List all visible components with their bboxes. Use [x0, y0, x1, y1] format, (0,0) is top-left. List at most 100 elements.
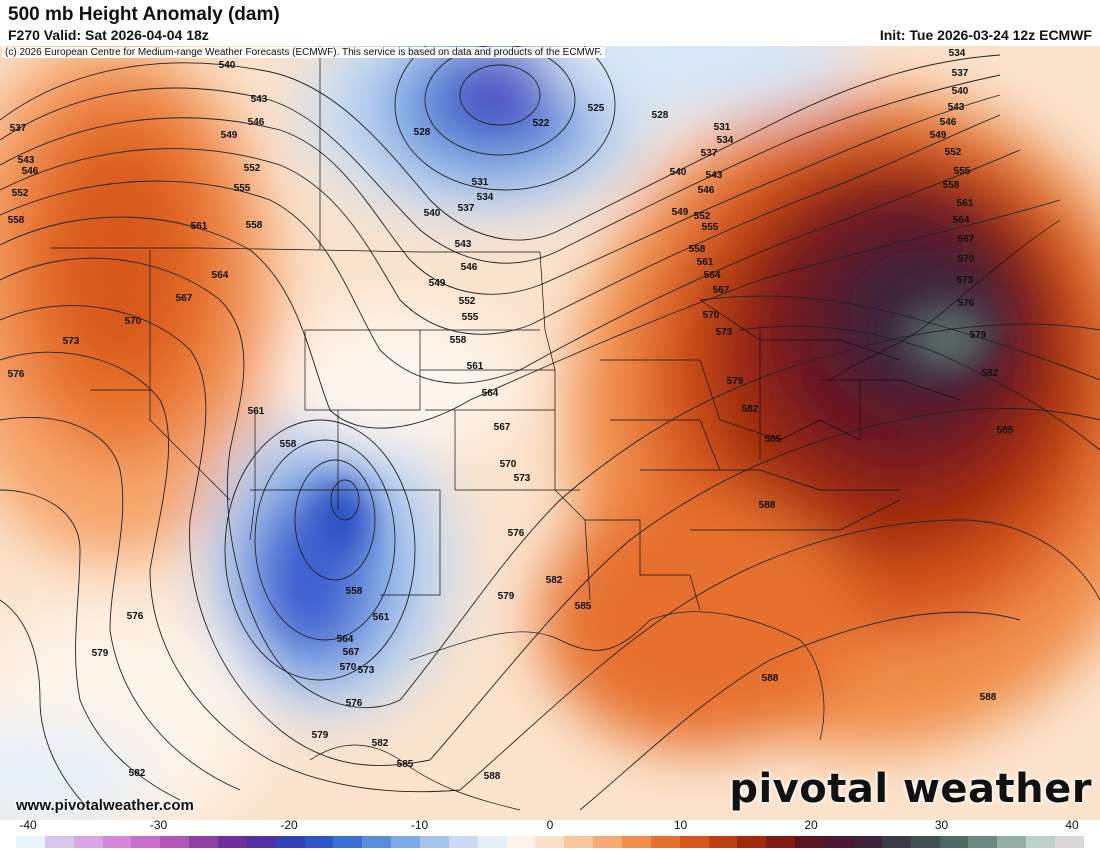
colorbar-swatch: [650, 836, 680, 848]
colorbar-swatch: [333, 836, 363, 848]
contour-label: 528: [414, 127, 431, 138]
colorbar-swatch: [218, 836, 247, 848]
contour-label: 573: [63, 336, 80, 347]
contour-label: 588: [484, 771, 501, 782]
contour-label: 576: [508, 528, 525, 539]
colorbar-swatch: [73, 836, 103, 848]
contour-label: 531: [714, 122, 731, 133]
contour-label: 564: [482, 388, 499, 399]
colorbar-swatch: [362, 836, 392, 848]
colorbar-swatch: [275, 836, 305, 848]
colorbar-swatch: [304, 836, 334, 848]
contour-label: 567: [343, 647, 360, 658]
colorbar-tick-label: -10: [410, 818, 429, 832]
colorbar-swatch: [16, 836, 45, 848]
colorbar-tick-label: 10: [673, 818, 688, 832]
contour-label: 531: [472, 177, 489, 188]
colorbar-swatch: [44, 836, 74, 848]
contour-label: 579: [92, 648, 109, 659]
contour-label: 537: [701, 148, 718, 159]
colorbar-tick-label: 30: [934, 818, 949, 832]
contour-label: 588: [980, 692, 997, 703]
contour-label: 576: [346, 698, 363, 709]
anomaly-shading: [0, 46, 1100, 820]
anomaly-map[interactable]: 5405435465495525555585615645675705735765…: [0, 46, 1100, 820]
contour-label: 564: [953, 215, 970, 226]
colorbar-tick-label: 0: [546, 818, 554, 832]
colorbar-swatch: [535, 836, 565, 848]
colorbar-swatch: [708, 836, 738, 848]
colorbar-swatch: [131, 836, 161, 848]
contour-label: 585: [575, 601, 592, 612]
contour-labels: 5405435465495525555585615645675705735765…: [8, 48, 1014, 782]
colorbar-swatch: [593, 836, 623, 848]
contour-label: 549: [221, 130, 238, 141]
contour-label: 582: [129, 768, 146, 779]
colorbar-swatch: [881, 836, 911, 848]
contour-label: 552: [244, 163, 261, 174]
contour-label: 546: [22, 166, 39, 177]
contour-label: 585: [397, 759, 414, 770]
contour-label: 564: [704, 270, 721, 281]
colorbar-tick-label: -30: [149, 818, 168, 832]
colorbar-swatch: [420, 836, 449, 848]
map-panel[interactable]: 540 543 546 549 552 555 558 561 564 567 570 573 576 5…: [0, 46, 1100, 820]
contour-label: 573: [358, 665, 375, 676]
contour-label: 561: [191, 221, 208, 232]
contour-label: 543: [948, 102, 965, 113]
contour-label: 543: [18, 155, 35, 166]
contour-label: 540: [219, 60, 236, 71]
contour-label: 561: [697, 257, 714, 268]
contour-label: 558: [450, 335, 467, 346]
contour-label: 549: [672, 207, 689, 218]
contour-label: 588: [762, 673, 779, 684]
contour-label: 546: [461, 262, 478, 273]
political-borders: [50, 46, 1061, 811]
contour-label: 522: [533, 118, 550, 129]
contour-label: 558: [943, 180, 960, 191]
init-time: Init: Tue 2026-03-24 12z ECMWF: [879, 27, 1092, 43]
contour-label: 579: [498, 591, 515, 602]
colorbar-swatch: [910, 836, 940, 848]
contour-label: 573: [514, 473, 531, 484]
colorbar-swatch: [246, 836, 276, 848]
colorbar-swatch: [824, 836, 853, 848]
contour-label: 576: [8, 369, 25, 380]
contour-label: 573: [716, 327, 733, 338]
contour-label: 540: [670, 167, 687, 178]
colorbar-swatch: [506, 836, 536, 848]
contour-label: 570: [125, 316, 142, 327]
contour-label: 567: [713, 285, 730, 296]
contour-label: 558: [246, 220, 263, 231]
contour-label: 558: [346, 586, 363, 597]
contour-label: 549: [930, 130, 947, 141]
contour-label: 528: [652, 110, 669, 121]
colorbar-swatch: [939, 836, 969, 848]
contour-label: 537: [458, 203, 475, 214]
colorbar-swatch: [968, 836, 998, 848]
map-title: 500 mb Height Anomaly (dam): [8, 4, 280, 25]
colorbar-swatch: [1054, 836, 1084, 848]
contour-label: 558: [8, 215, 25, 226]
colorbar-swatch: [477, 836, 507, 848]
contour-label: 546: [248, 117, 265, 128]
copyright-notice: (c) 2026 European Centre for Medium-rang…: [2, 47, 606, 58]
contour-label: 582: [742, 404, 759, 415]
contour-label: 546: [698, 185, 715, 196]
colorbar-ticks: -40 -30 -20 -10 0 10 20 30 40: [0, 818, 1100, 836]
contour-label: 573: [957, 275, 974, 286]
contour-label: 576: [958, 298, 975, 309]
contour-label: 540: [952, 86, 969, 97]
contour-label: 546: [940, 117, 957, 128]
contour-label: 564: [337, 634, 354, 645]
contour-label: 537: [10, 123, 27, 134]
contour-label: 555: [462, 312, 479, 323]
contour-label: 558: [689, 244, 706, 255]
colorbar-swatch: [448, 836, 478, 848]
contour-label: 561: [373, 612, 390, 623]
contour-label: 582: [372, 738, 389, 749]
colorbar-swatch: [679, 836, 709, 848]
colorbar-swatch: [391, 836, 421, 848]
website-url[interactable]: www.pivotalweather.com: [16, 797, 194, 814]
contour-label: 582: [546, 575, 563, 586]
